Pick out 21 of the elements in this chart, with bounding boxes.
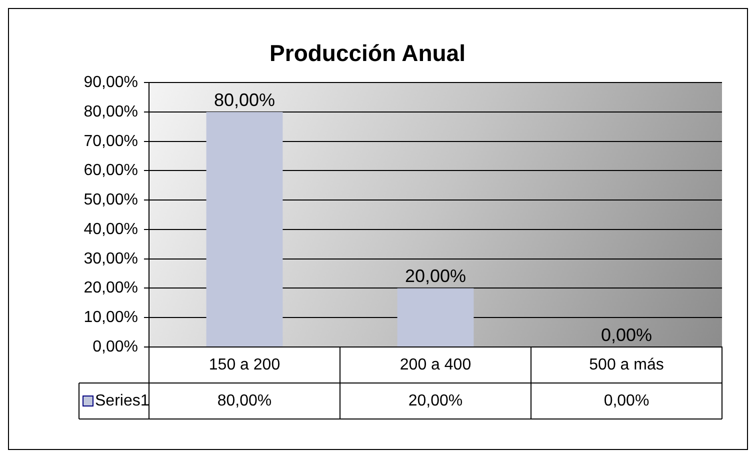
y-tick-label: 60,00% [84,162,138,180]
x-tick-label: 150 a 200 [208,356,280,374]
y-tick-label: 10,00% [84,309,138,326]
x-tick-label: 500 a más [589,356,664,374]
text: 80,00% [214,90,276,110]
y-tick-label: 30,00% [84,250,138,268]
legend-label: Series1 [95,392,150,410]
text: 0,00% [600,324,652,345]
y-tick-label: 80,00% [84,103,138,120]
text: 20,00% [404,266,466,286]
y-tick-label: 50,00% [84,192,138,209]
y-tick-label: 90,00% [84,74,138,92]
data-label: 20,00% [408,392,463,410]
y-tick-label: 70,00% [84,132,138,150]
chart-title: Producción Anual [270,40,466,66]
data-label: 80,00% [217,392,272,410]
x-tick-label: 200 a 400 [400,356,472,374]
y-tick-label: 20,00% [84,280,138,297]
y-tick-label: 0,00% [92,338,138,356]
y-tick-label: 40,00% [84,220,138,238]
data-label: 0,00% [604,392,650,410]
